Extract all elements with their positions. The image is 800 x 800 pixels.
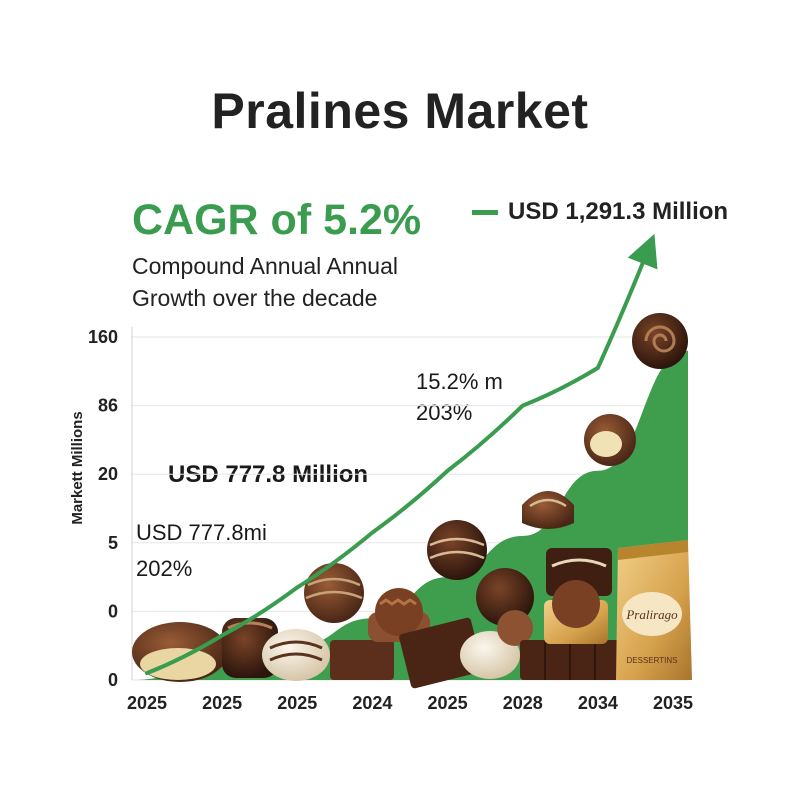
y-tick-label: 86 xyxy=(98,396,118,416)
chocolate-illustration: Pralirago DESSERTINS xyxy=(132,313,692,689)
product-sublabel: DESSERTINS xyxy=(627,656,678,665)
line-series xyxy=(145,233,658,676)
y-tick-label: 0 xyxy=(108,670,118,690)
product-label: Pralirago xyxy=(625,607,678,622)
y-tick-label: 160 xyxy=(88,327,118,347)
annotation-usd-777-8mi: USD 777.8mi xyxy=(136,520,267,545)
chocolate-bar-segments xyxy=(544,640,596,680)
x-tick-label: 2024 xyxy=(352,693,392,713)
praline-stripes xyxy=(269,640,323,662)
praline-cluster-small xyxy=(497,610,533,646)
praline-hazelnut-right-filling xyxy=(590,431,622,457)
praline-nut-cluster xyxy=(375,588,423,636)
praline-spiral xyxy=(644,325,676,353)
annotation-203-pct: 203% xyxy=(416,400,473,425)
axis-labels: 0 0 5 20 86 160 2025 2025 2025 2024 2025 2028 2034 20… xyxy=(69,327,693,713)
y-tick-label: 20 xyxy=(98,464,118,484)
chocolate-bar-left xyxy=(330,640,394,680)
praline-swirl-drizzle xyxy=(529,498,567,508)
y-tick-label: 0 xyxy=(108,601,118,621)
praline-rocher xyxy=(552,580,600,628)
x-tick-label: 2025 xyxy=(127,693,167,713)
praline-spiral-top xyxy=(632,313,688,369)
cagr-headline: CAGR of 5.2% xyxy=(132,196,422,244)
area-fill xyxy=(132,350,688,680)
product-label-oval xyxy=(622,592,682,636)
x-tick-label: 2025 xyxy=(277,693,317,713)
praline-square-drizzle xyxy=(551,558,607,568)
x-tick-label: 2028 xyxy=(503,693,543,713)
praline-milk-ball-drizzle xyxy=(305,577,363,600)
x-tick-label: 2035 xyxy=(653,693,693,713)
y-axis-title: Markett Millions xyxy=(69,411,86,524)
chart-title: Pralines Market xyxy=(211,83,589,139)
praline-nut-texture xyxy=(379,598,417,606)
x-tick-label: 2025 xyxy=(202,693,242,713)
praline-hazelnut-filling xyxy=(140,648,216,680)
praline-square-cup xyxy=(546,548,612,596)
praline-drizzle xyxy=(227,621,273,630)
annotation-15-2-pct: 15.2% m xyxy=(416,369,503,394)
praline-swirl-top xyxy=(522,491,574,529)
praline-white-round xyxy=(460,631,520,679)
area-series xyxy=(132,350,688,680)
chocolate-bar-center xyxy=(399,617,483,689)
annotation-202-pct: 202% xyxy=(136,556,193,581)
legend-swatch xyxy=(472,209,498,215)
y-tick-label: 5 xyxy=(108,533,118,553)
praline-dark-stripes xyxy=(429,537,485,560)
cagr-subtitle: Compound Annual Annual Growth over the d… xyxy=(132,253,398,311)
product-package-crimp xyxy=(618,540,688,560)
x-tick-label: 2025 xyxy=(428,693,468,713)
legend-label: USD 1,291.3 Million xyxy=(508,198,729,225)
praline-dark-striped xyxy=(427,520,487,580)
legend: USD 1,291.3 Million xyxy=(472,198,728,226)
x-tick-label: 2034 xyxy=(578,693,618,713)
